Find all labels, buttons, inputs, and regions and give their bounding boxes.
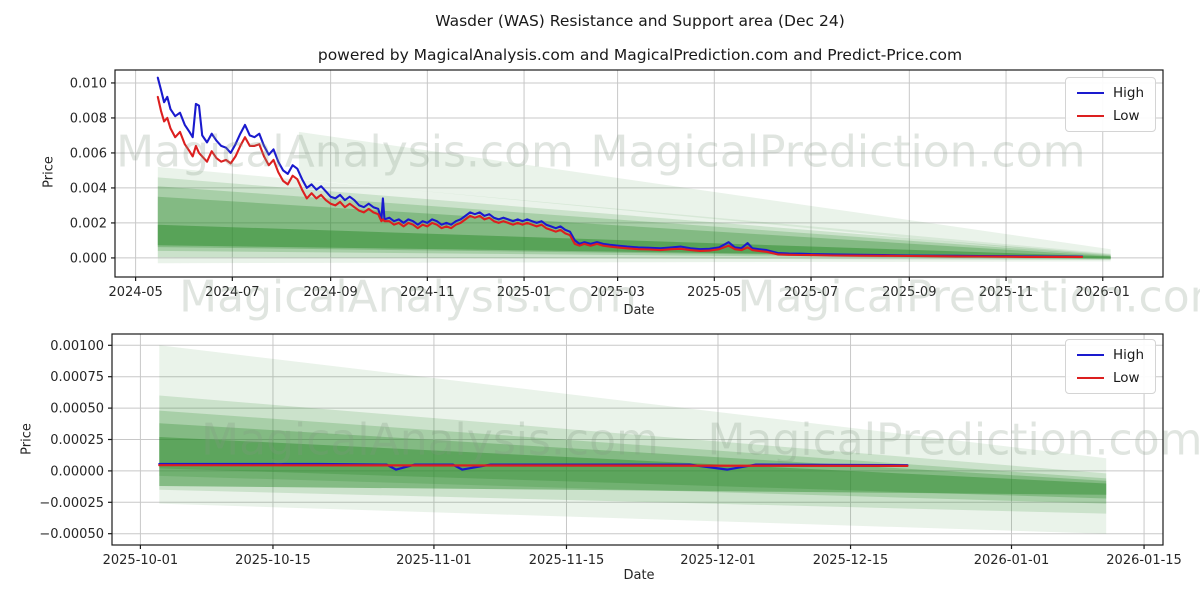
band-polygon	[298, 131, 1111, 258]
high-line-swatch	[1076, 92, 1104, 94]
bottom-chart-xlabel: Date	[623, 568, 655, 583]
legend-label-high: High	[1112, 85, 1144, 101]
y-tick-label: 0.004	[70, 181, 107, 196]
x-tick-label: 2024-09	[303, 285, 357, 300]
top-chart-xlabel: Date	[623, 303, 655, 318]
x-tick-label: 2025-01	[497, 285, 551, 300]
low-line-swatch	[1076, 377, 1104, 379]
axis-ticks: 2024-05 2024-07 2024-09 2024-11 2025-01 2025-…	[70, 76, 1130, 300]
y-tick-label: 0.00025	[50, 433, 104, 448]
legend-item-low: Low	[1076, 108, 1144, 124]
x-tick-label: 2025-11	[979, 285, 1033, 300]
x-tick-label: 2024-07	[205, 285, 259, 300]
x-tick-label: 2025-10-15	[235, 553, 311, 568]
bottom-chart-legend: High Low	[1064, 339, 1156, 394]
legend-item-high: High	[1076, 85, 1144, 101]
low-line-swatch	[1076, 115, 1104, 117]
x-tick-label: 2024-11	[400, 285, 454, 300]
legend-item-low: Low	[1076, 370, 1144, 386]
y-tick-label: 0.00075	[50, 370, 104, 385]
y-tick-label: 0.008	[70, 111, 107, 126]
figure-subtitle: powered by MagicalAnalysis.com and Magic…	[317, 46, 963, 64]
y-tick-label: 0.010	[70, 76, 107, 91]
y-tick-label: 0.00100	[50, 339, 104, 354]
band-polygon	[159, 410, 1107, 504]
x-tick-label: 2026-01	[1076, 285, 1130, 300]
band-polygon	[159, 423, 1107, 499]
y-tick-label: −0.00050	[39, 527, 104, 542]
plot-border	[114, 69, 1164, 278]
x-tick-label: 2025-05	[687, 285, 741, 300]
legend-label-high: High	[1112, 347, 1144, 363]
x-tick-label: 2025-07	[784, 285, 838, 300]
y-tick-label: 0.002	[70, 216, 107, 231]
series-line-high	[156, 76, 1084, 258]
top-chart-legend: High Low	[1064, 77, 1156, 132]
x-tick-label: 2025-11-15	[529, 553, 605, 568]
x-tick-label: 2024-05	[108, 285, 162, 300]
top-chart-ylabel: Price	[41, 156, 57, 188]
x-tick-label: 2025-10-01	[103, 553, 179, 568]
x-tick-label: 2025-12-01	[680, 553, 756, 568]
figure-title: Wasder (WAS) Resistance and Support area…	[435, 12, 845, 30]
legend-label-low: Low	[1112, 108, 1140, 124]
x-tick-label: 2026-01-01	[974, 553, 1050, 568]
y-tick-label: 0.000	[70, 251, 107, 266]
support-resistance-bands	[157, 131, 1111, 264]
y-tick-label: 0.006	[70, 146, 107, 161]
support-resistance-bands	[159, 345, 1107, 534]
high-line-swatch	[1076, 354, 1104, 356]
band-polygon	[159, 395, 1107, 514]
top-price-chart-svg: 2024-05 2024-07 2024-09 2024-11 2025-01 2025-…	[70, 69, 1164, 300]
bottom-chart-ylabel: Price	[19, 423, 35, 455]
x-tick-label: 2025-11-01	[396, 553, 472, 568]
legend-label-low: Low	[1112, 370, 1140, 386]
x-tick-label: 2025-03	[590, 285, 644, 300]
series-line-low	[158, 464, 909, 467]
series-line-low	[156, 95, 1084, 258]
y-tick-label: 0.00000	[50, 464, 104, 479]
x-tick-label: 2025-12-15	[813, 553, 889, 568]
axis-ticks: 2025-10-01 2025-10-15 2025-11-01 2025-11-15…	[39, 339, 1182, 568]
band-polygon	[159, 345, 1107, 534]
band-polygon	[157, 224, 1111, 259]
x-tick-label: 2025-09	[882, 285, 936, 300]
bottom-price-chart-svg: 2025-10-01 2025-10-15 2025-11-01 2025-11-15…	[39, 333, 1182, 568]
legend-item-high: High	[1076, 347, 1144, 363]
y-tick-label: −0.00025	[39, 496, 104, 511]
y-tick-label: 0.00050	[50, 402, 104, 417]
x-tick-label: 2026-01-15	[1106, 553, 1182, 568]
